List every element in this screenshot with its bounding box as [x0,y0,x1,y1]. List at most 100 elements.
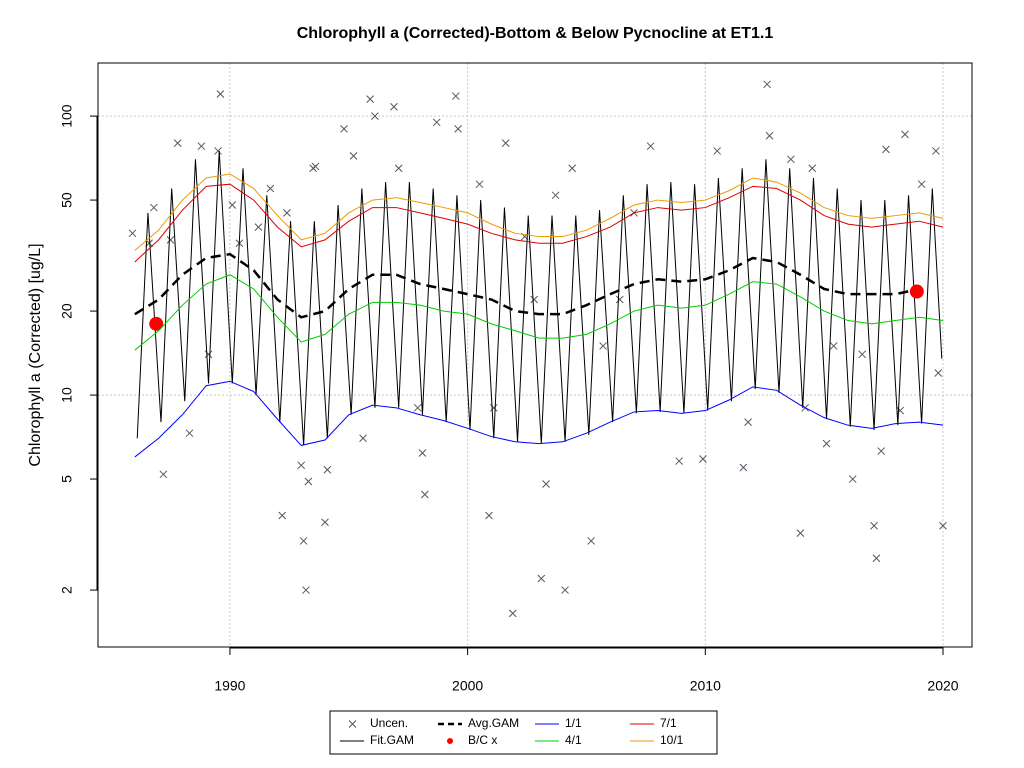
point [615,295,624,304]
plot-border [97,62,973,648]
point [829,342,838,350]
legend-label: 1/1 [565,716,582,730]
y-tick-label: 10 [59,387,75,403]
point [822,439,831,448]
point [166,236,175,244]
line-4 [134,380,944,458]
x-tick-label: 1990 [214,678,245,694]
point [359,434,367,443]
line-7 [134,173,944,251]
point [149,316,164,331]
point [551,191,560,200]
line-6 [134,183,944,263]
legend-box [329,710,718,755]
point [932,147,940,155]
point [366,95,375,104]
point [475,180,484,189]
point [173,139,182,147]
point [848,475,857,483]
x-tick-label: 2000 [452,678,483,694]
x-tick-label: 2020 [927,678,958,694]
point [340,125,348,133]
point [302,586,310,594]
point [882,145,890,154]
point [297,461,306,470]
point [934,369,943,377]
point [150,203,158,212]
point [185,429,194,438]
legend-label: 4/1 [565,733,582,747]
point [896,406,905,415]
point [530,295,539,304]
point [299,537,308,545]
point [371,112,379,120]
y-tick-label: 5 [59,475,75,483]
point [537,574,546,583]
point [713,147,722,155]
point [872,554,881,563]
point [266,184,275,193]
point [699,455,707,463]
legend-label: 7/1 [660,716,677,730]
point [432,118,441,127]
line-1 [136,150,943,446]
legend-label: B/C x [468,733,497,747]
line-2 [134,252,920,319]
point [204,350,213,359]
point [877,447,886,455]
point [278,511,287,520]
point [390,102,398,111]
point [870,521,878,530]
point [675,457,684,465]
point [128,229,137,238]
point [568,164,577,173]
point [917,180,926,189]
point [418,449,427,457]
x-tick-label: 2010 [690,678,721,694]
point [508,609,517,618]
point [349,152,358,160]
y-tick-label: 50 [59,192,75,208]
point [228,201,237,209]
point [304,477,313,486]
point [599,342,607,350]
legend-swatch [348,720,357,728]
point [808,164,817,173]
point [561,586,569,594]
point [309,164,317,173]
legend-label: 10/1 [660,733,684,747]
point [796,529,805,537]
point [765,131,774,140]
point [909,284,924,299]
point [542,480,550,488]
y-tick-label: 20 [59,303,75,319]
point [939,521,947,530]
point [394,164,403,173]
point [739,463,748,472]
point [159,470,168,479]
y-tick-label: 100 [59,104,75,128]
point [216,90,225,98]
point [283,208,291,217]
line-5 [134,274,944,351]
y-tick-label: 2 [59,586,75,594]
point [214,147,222,155]
chart-title: Chlorophyll a (Corrected)-Bottom & Below… [297,25,774,42]
point [763,80,771,89]
point [646,142,655,151]
point [454,125,462,133]
point [321,518,329,527]
point [254,223,263,231]
point [197,142,206,151]
point [587,537,596,545]
legend-label: Fit.GAM [370,733,414,747]
point [485,511,493,520]
point [323,465,332,474]
point [413,403,422,412]
legend-label: Uncen. [370,716,408,730]
point [451,92,460,100]
point [489,403,498,412]
point [858,350,867,359]
legend-swatch [447,738,453,744]
